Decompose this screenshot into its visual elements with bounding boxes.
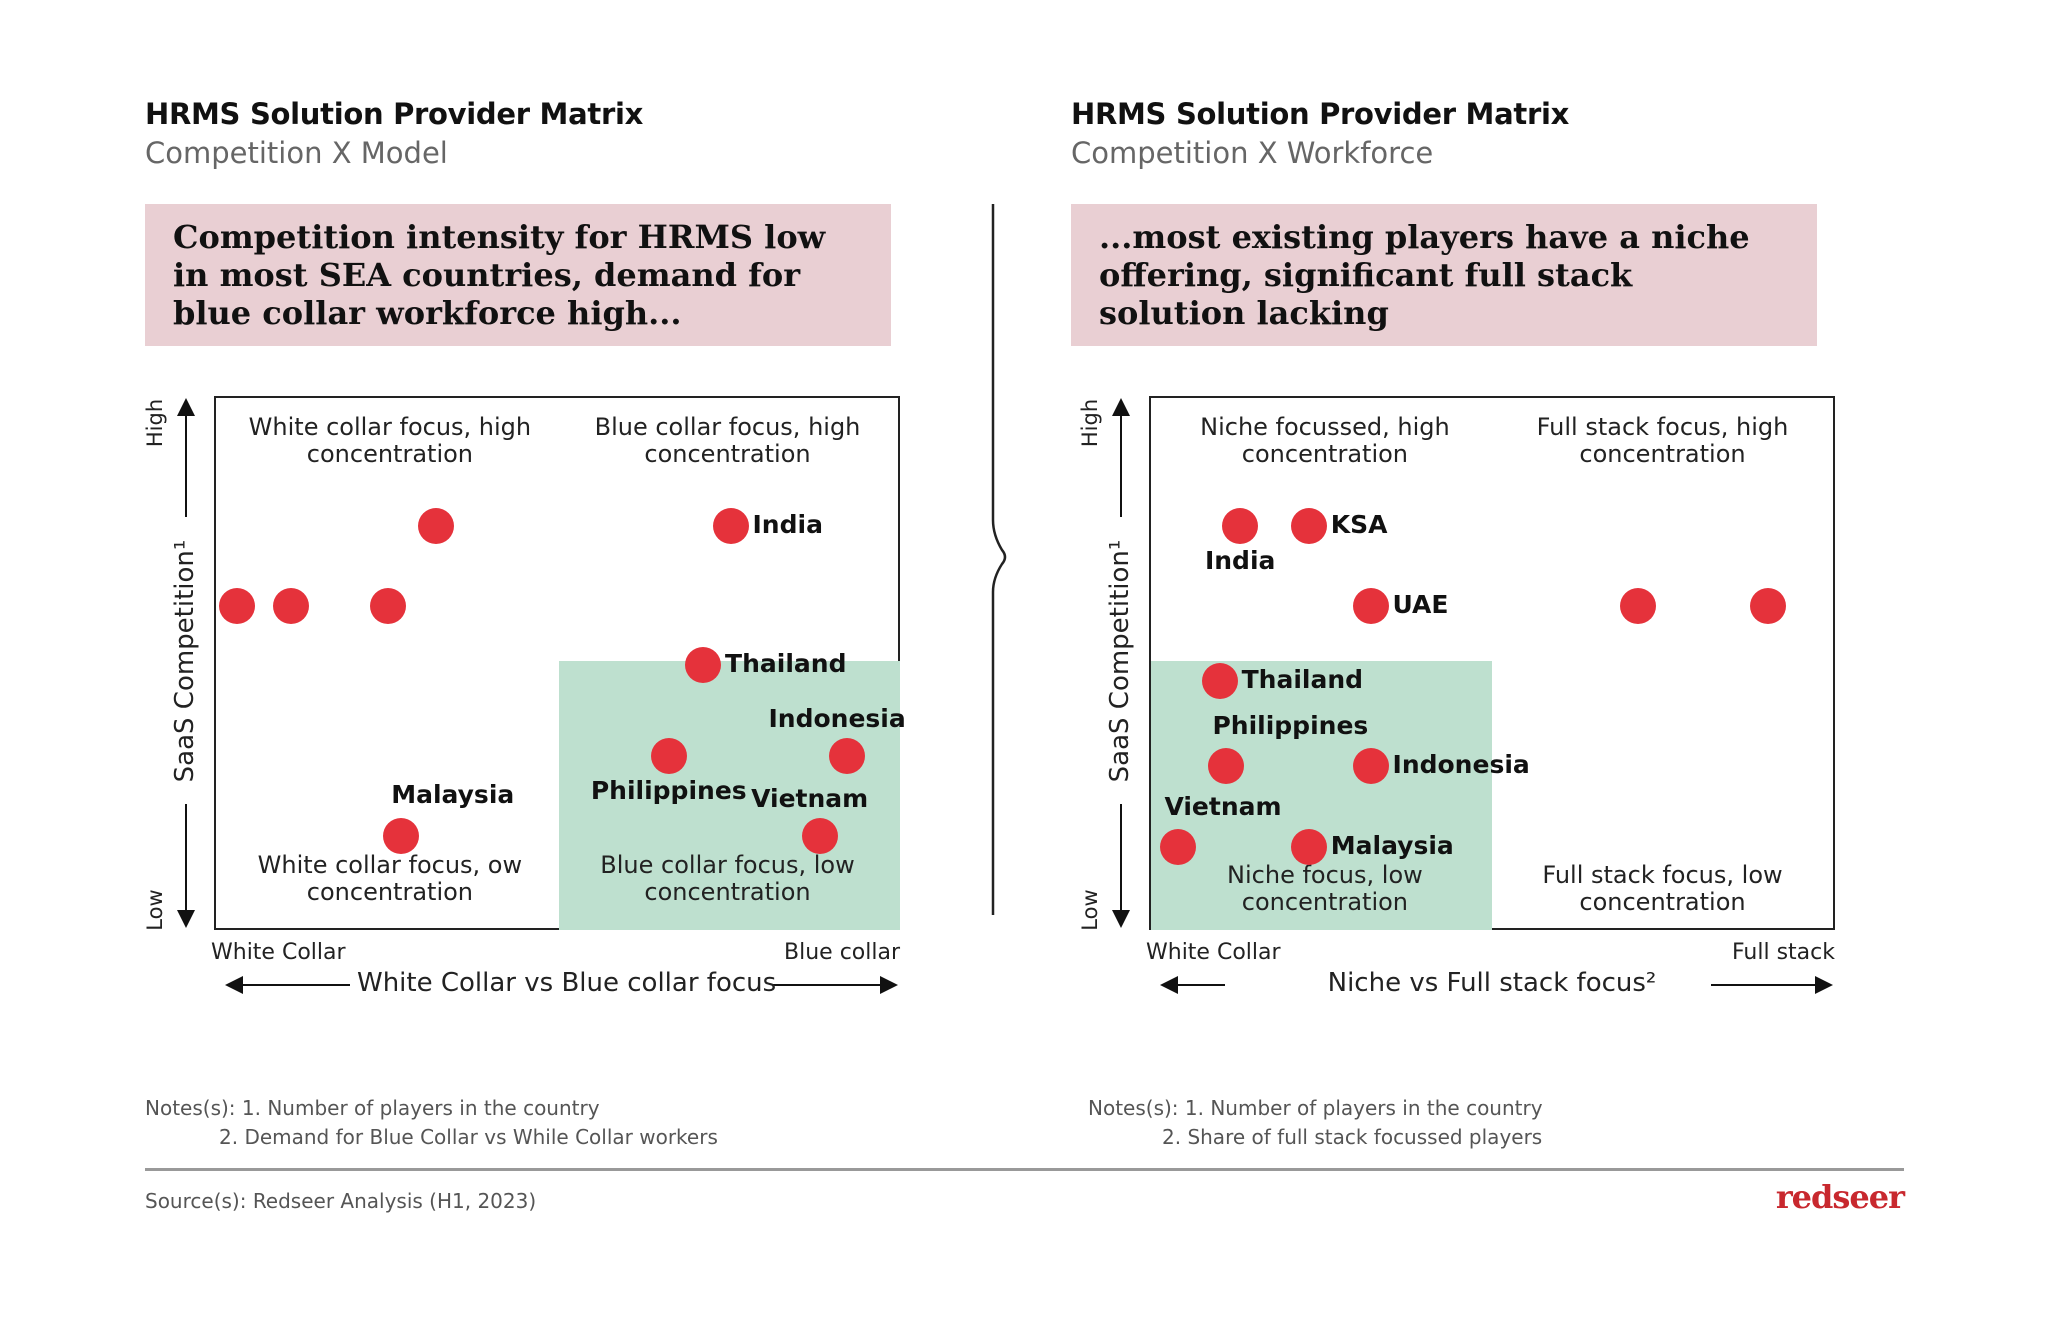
plot-area: Niche focussed, high concentration Full s… xyxy=(1149,396,1835,930)
data-point xyxy=(218,588,255,625)
y-axis-title: SaaS Competition¹ xyxy=(170,539,200,783)
data-label: Philippines xyxy=(1212,711,1369,741)
x-axis-right-arrow-icon xyxy=(880,976,898,994)
data-point-malaysia xyxy=(383,817,420,854)
data-label: UAE xyxy=(1392,590,1449,620)
y-axis-down-arrow-icon xyxy=(1112,910,1130,928)
data-label: Vietnam xyxy=(1164,791,1282,821)
y-axis-line-top xyxy=(185,414,187,517)
redseer-logo: redseer xyxy=(1775,1178,1905,1216)
highlight-quadrant xyxy=(1151,661,1492,930)
quadrant-label-bottom-left: White collar focus, ow concentration xyxy=(257,851,523,906)
x-axis-left-arrow-icon xyxy=(225,976,243,994)
y-axis-line-bottom xyxy=(1120,804,1122,914)
x-axis-right-label: Full stack xyxy=(1731,940,1835,965)
data-point-malaysia xyxy=(1290,828,1327,865)
data-label: Philippines xyxy=(590,775,747,805)
data-point-thailand xyxy=(685,647,722,683)
left-title: HRMS Solution Provider Matrix xyxy=(145,97,643,131)
data-label: India xyxy=(1204,546,1276,576)
data-point xyxy=(369,588,406,625)
footer-divider xyxy=(145,1168,1904,1171)
x-axis-right-label: Blue collar xyxy=(784,940,900,965)
data-point-philippines xyxy=(650,737,687,774)
data-label: KSA xyxy=(1330,510,1388,540)
x-axis-line-right xyxy=(1711,984,1815,986)
data-point-indonesia xyxy=(829,737,866,774)
left-headline: Competition intensity for HRMS low in mo… xyxy=(145,204,891,346)
y-axis-high-label: High xyxy=(143,398,167,448)
x-axis-line-right xyxy=(773,984,880,986)
data-point xyxy=(273,588,310,625)
highlight-quadrant xyxy=(559,661,900,930)
quadrant-label-bottom-right: Blue collar focus, low concentration xyxy=(600,851,855,906)
data-point-uae xyxy=(1352,588,1389,625)
data-label: India xyxy=(752,510,823,540)
data-point xyxy=(1750,588,1787,625)
quadrant-label-top-right: Full stack focus, high concentration xyxy=(1536,413,1789,468)
y-axis-up-arrow-icon xyxy=(177,398,195,416)
quadrant-label-top-right: Blue collar focus, high concentration xyxy=(594,413,861,468)
left-note-2: 2. Demand for Blue Collar vs While Colla… xyxy=(219,1125,718,1149)
x-axis-left-label: White Collar xyxy=(211,940,346,965)
data-label: Malaysia xyxy=(391,779,515,809)
quadrant-label-bottom-right: Full stack focus, low concentration xyxy=(1542,861,1783,916)
data-label: Indonesia xyxy=(768,703,906,733)
x-axis-title: White Collar vs Blue collar focus xyxy=(357,968,777,998)
right-subtitle: Competition X Workforce xyxy=(1071,136,1434,170)
quadrant-label-top-left: Niche focussed, high concentration xyxy=(1200,413,1450,468)
quadrant-label-top-left: White collar focus, high concentration xyxy=(248,413,532,468)
data-point xyxy=(417,508,454,545)
x-axis-left-arrow-icon xyxy=(1160,976,1178,994)
panel-divider xyxy=(991,204,1007,915)
x-axis-right-arrow-icon xyxy=(1815,976,1833,994)
y-axis-line-bottom xyxy=(185,804,187,914)
data-point-vietnam xyxy=(1160,828,1197,865)
right-note-1: Notes(s): 1. Number of players in the co… xyxy=(1088,1096,1543,1120)
y-axis-title: SaaS Competition¹ xyxy=(1105,539,1135,783)
data-point-india xyxy=(712,508,749,545)
data-point-india xyxy=(1222,508,1259,545)
y-axis-up-arrow-icon xyxy=(1112,398,1130,416)
data-label: Malaysia xyxy=(1330,830,1454,860)
right-title: HRMS Solution Provider Matrix xyxy=(1071,97,1569,131)
data-point-vietnam xyxy=(801,817,838,854)
y-axis-line-top xyxy=(1120,414,1122,517)
source-note: Source(s): Redseer Analysis (H1, 2023) xyxy=(145,1189,537,1213)
y-axis-down-arrow-icon xyxy=(177,910,195,928)
y-axis-high-label: High xyxy=(1078,398,1102,448)
right-headline: ...most existing players have a niche of… xyxy=(1071,204,1817,346)
data-point-ksa xyxy=(1290,508,1327,545)
x-axis-line-left xyxy=(240,984,350,986)
data-label: Thailand xyxy=(1241,665,1364,695)
data-label: Indonesia xyxy=(1392,750,1530,780)
right-note-2: 2. Share of full stack focussed players xyxy=(1162,1125,1543,1149)
plot-area: White collar focus, high concentration Bl… xyxy=(214,396,906,930)
left-note-1: Notes(s): 1. Number of players in the co… xyxy=(145,1096,600,1120)
data-label: Thailand xyxy=(725,649,847,678)
x-axis-title: Niche vs Full stack focus² xyxy=(1327,968,1657,998)
x-axis-line-left xyxy=(1175,984,1225,986)
y-axis-low-label: Low xyxy=(1078,889,1102,931)
data-point-indonesia xyxy=(1352,748,1389,785)
y-axis-low-label: Low xyxy=(143,889,167,931)
quadrant-label-bottom-left: Niche focus, low concentration xyxy=(1227,861,1423,916)
data-point xyxy=(1620,588,1657,625)
left-subtitle: Competition X Model xyxy=(145,136,448,170)
data-point-philippines xyxy=(1208,748,1245,785)
x-axis-left-label: White Collar xyxy=(1146,940,1281,965)
data-label: Vietnam xyxy=(751,783,869,813)
data-point-thailand xyxy=(1201,663,1238,700)
